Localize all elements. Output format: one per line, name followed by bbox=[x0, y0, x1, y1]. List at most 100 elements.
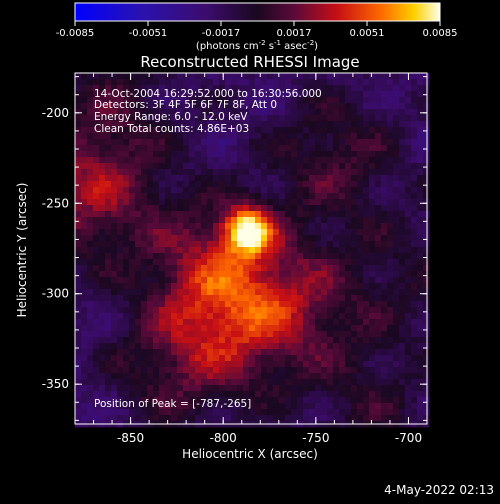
heatmap-cell bbox=[165, 97, 172, 104]
heatmap-cell bbox=[273, 163, 280, 170]
heatmap-cell bbox=[405, 193, 412, 200]
heatmap-cell bbox=[171, 289, 178, 296]
heatmap-cell bbox=[129, 91, 136, 98]
heatmap-cell bbox=[183, 151, 190, 158]
heatmap-cell bbox=[201, 181, 208, 188]
heatmap-cell bbox=[213, 181, 220, 188]
heatmap-cell bbox=[177, 241, 184, 248]
heatmap-cell bbox=[153, 349, 160, 356]
heatmap-cell bbox=[399, 343, 406, 350]
heatmap-cell bbox=[291, 343, 298, 350]
heatmap-cell bbox=[213, 247, 220, 254]
heatmap-cell bbox=[99, 379, 106, 386]
heatmap-cell bbox=[375, 379, 382, 386]
heatmap-cell bbox=[309, 319, 316, 326]
heatmap-cell bbox=[249, 379, 256, 386]
heatmap-cell bbox=[219, 349, 226, 356]
heatmap-cell bbox=[411, 73, 418, 80]
heatmap-cell bbox=[171, 211, 178, 218]
heatmap-cell bbox=[195, 235, 202, 242]
heatmap-cell bbox=[81, 361, 88, 368]
heatmap-cell bbox=[171, 385, 178, 392]
heatmap-cell bbox=[123, 109, 130, 116]
heatmap-cell bbox=[147, 331, 154, 338]
heatmap-cell bbox=[315, 127, 322, 134]
heatmap-cell bbox=[213, 223, 220, 230]
heatmap-cell bbox=[93, 301, 100, 308]
heatmap-cell bbox=[153, 289, 160, 296]
heatmap-cell bbox=[309, 241, 316, 248]
heatmap-cell bbox=[273, 205, 280, 212]
heatmap-cell bbox=[189, 211, 196, 218]
heatmap-cell bbox=[87, 97, 94, 104]
heatmap-cell bbox=[411, 187, 418, 194]
heatmap-cell bbox=[99, 133, 106, 140]
heatmap-cell bbox=[189, 241, 196, 248]
heatmap-cell bbox=[327, 295, 334, 302]
heatmap-cell bbox=[183, 181, 190, 188]
heatmap-cell bbox=[177, 115, 184, 122]
heatmap-cell bbox=[399, 301, 406, 308]
heatmap-cell bbox=[267, 187, 274, 194]
heatmap-cell bbox=[411, 223, 418, 230]
heatmap-cell bbox=[315, 397, 322, 404]
heatmap-cell bbox=[267, 391, 274, 398]
heatmap-cell bbox=[279, 349, 286, 356]
heatmap-cell bbox=[219, 217, 226, 224]
heatmap-cell bbox=[135, 337, 142, 344]
heatmap-cell bbox=[393, 283, 400, 290]
heatmap-cell bbox=[285, 103, 292, 110]
heatmap-cell bbox=[405, 121, 412, 128]
heatmap-cell bbox=[411, 253, 418, 260]
heatmap-cell bbox=[309, 265, 316, 272]
heatmap-cell bbox=[87, 289, 94, 296]
heatmap-cell bbox=[249, 343, 256, 350]
heatmap-cell bbox=[243, 205, 250, 212]
heatmap-cell bbox=[153, 295, 160, 302]
heatmap-cell bbox=[129, 103, 136, 110]
heatmap-cell bbox=[291, 229, 298, 236]
heatmap-cell bbox=[291, 115, 298, 122]
heatmap-cell bbox=[297, 181, 304, 188]
heatmap-cell bbox=[219, 403, 226, 410]
heatmap-cell bbox=[261, 373, 268, 380]
heatmap-cell bbox=[213, 361, 220, 368]
heatmap-cell bbox=[369, 265, 376, 272]
heatmap-cell bbox=[399, 223, 406, 230]
heatmap-cell bbox=[309, 157, 316, 164]
heatmap-cell bbox=[351, 313, 358, 320]
heatmap-cell bbox=[375, 271, 382, 278]
heatmap-cell bbox=[225, 265, 232, 272]
heatmap-cell bbox=[159, 307, 166, 314]
heatmap-cell bbox=[147, 193, 154, 200]
heatmap-cell bbox=[357, 301, 364, 308]
heatmap-cell bbox=[171, 91, 178, 98]
heatmap-cell bbox=[153, 307, 160, 314]
heatmap-cell bbox=[231, 241, 238, 248]
heatmap-cell bbox=[165, 337, 172, 344]
heatmap-cell bbox=[423, 193, 430, 200]
heatmap-cell bbox=[105, 181, 112, 188]
heatmap-cell bbox=[117, 169, 124, 176]
heatmap-cell bbox=[237, 73, 244, 80]
heatmap-cell bbox=[129, 133, 136, 140]
heatmap-cell bbox=[225, 301, 232, 308]
heatmap-cell bbox=[231, 91, 238, 98]
heatmap-cell bbox=[129, 349, 136, 356]
heatmap-cell bbox=[81, 349, 88, 356]
heatmap-cell bbox=[195, 85, 202, 92]
heatmap-cell bbox=[219, 307, 226, 314]
heatmap-cell bbox=[243, 109, 250, 116]
heatmap-cell bbox=[297, 205, 304, 212]
heatmap-cell bbox=[267, 163, 274, 170]
heatmap-cell bbox=[381, 163, 388, 170]
heatmap-cell bbox=[285, 193, 292, 200]
heatmap-cell bbox=[417, 205, 424, 212]
heatmap-cell bbox=[405, 337, 412, 344]
heatmap-cell bbox=[207, 301, 214, 308]
heatmap-cell bbox=[417, 181, 424, 188]
heatmap-cell bbox=[189, 271, 196, 278]
heatmap-cell bbox=[369, 397, 376, 404]
colorbar-tick-label: 0.0085 bbox=[423, 28, 458, 39]
heatmap-cell bbox=[159, 325, 166, 332]
